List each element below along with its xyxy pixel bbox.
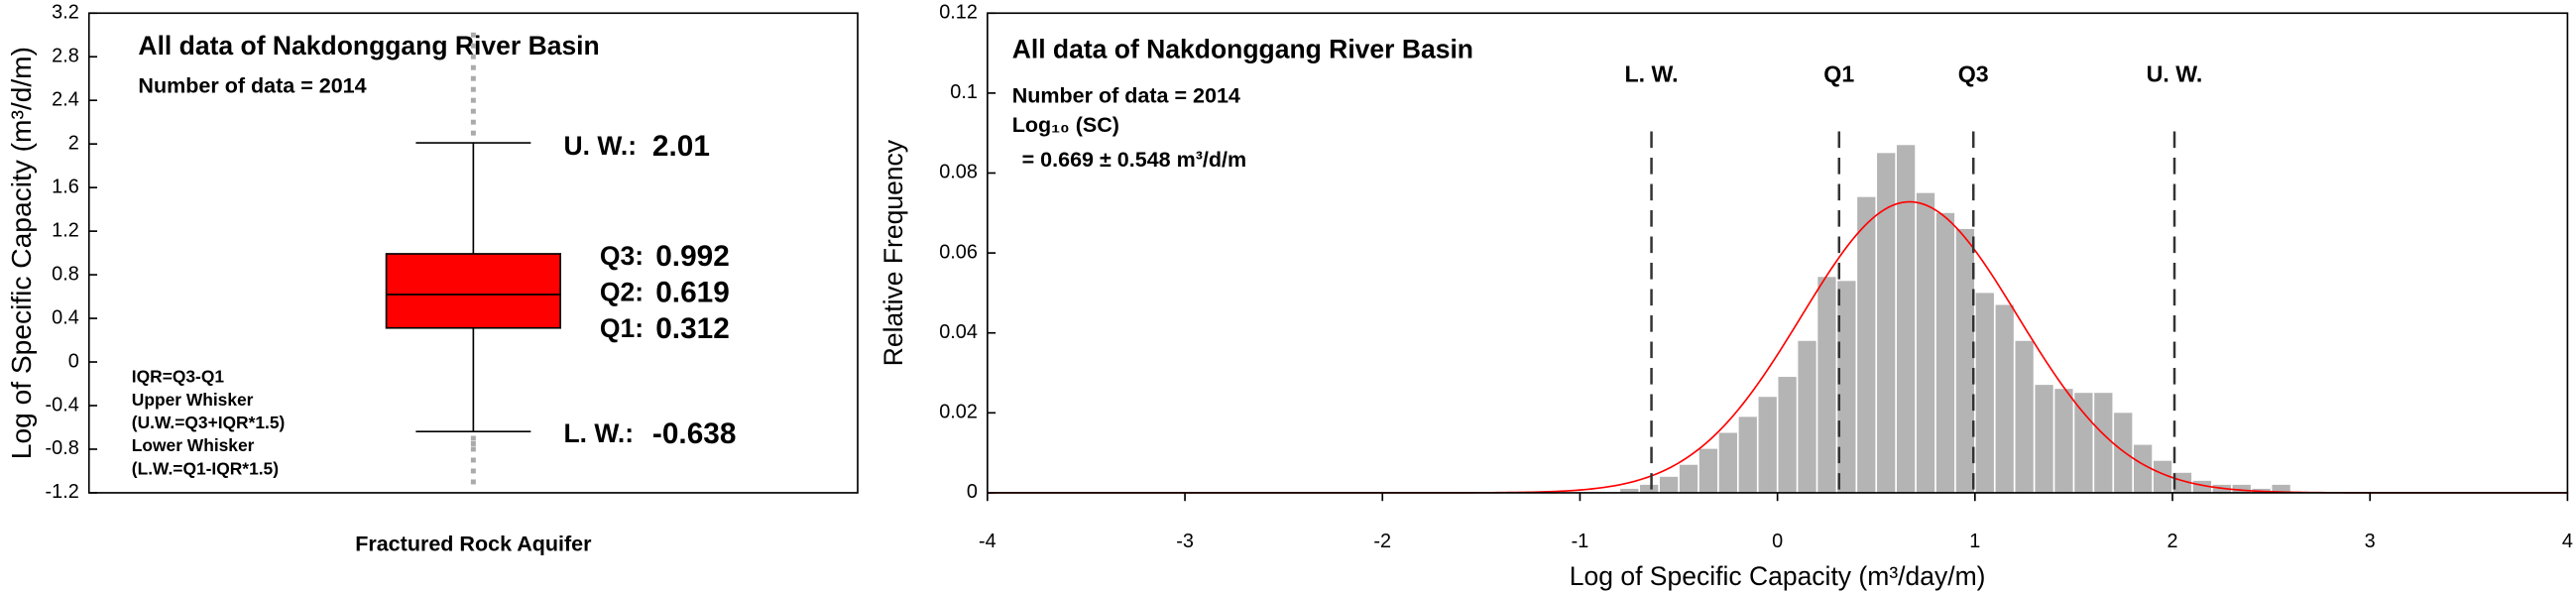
bar: [1698, 448, 1718, 493]
stat-label: Q1:: [600, 313, 644, 343]
x-tick-label: 1: [1969, 531, 1980, 552]
stat-value: 0.619: [655, 276, 730, 308]
reference-label: L. W.: [1624, 60, 1678, 86]
x-tick-label: -4: [979, 531, 996, 552]
reference-label: Q3: [1958, 60, 1989, 86]
bar: [1995, 304, 2014, 493]
x-tick-label: -1: [1572, 531, 1589, 552]
y-axis-label: Log of Specific Capacity (m³/d/m): [6, 47, 37, 459]
bar: [2015, 340, 2034, 493]
y-tick-label: 0.12: [939, 2, 978, 24]
x-tick-label: 2: [2167, 531, 2178, 552]
bar: [1679, 464, 1698, 493]
box: [385, 253, 561, 329]
y-tick-label: 2: [68, 132, 79, 154]
x-tick-label: -2: [1373, 531, 1391, 552]
bar: [2035, 385, 2053, 493]
stat-label: U. W.:: [563, 131, 637, 161]
stat-value: 0.312: [655, 312, 730, 345]
x-tick-label: 4: [2562, 531, 2573, 552]
bar: [1778, 377, 1797, 493]
x-tick-label: 3: [2365, 531, 2376, 552]
y-tick-label: -0.4: [46, 394, 79, 415]
y-tick-label: 0.8: [52, 263, 79, 285]
stat-value: 2.01: [652, 130, 710, 163]
chart-subtitle: Number of data = 2014: [138, 73, 366, 97]
stat-label: Q2:: [600, 278, 644, 307]
note: (L.W.=Q1-IQR*1.5): [132, 458, 279, 478]
y-tick-label: 1.2: [52, 219, 79, 241]
bar: [1758, 397, 1777, 493]
bar: [1659, 476, 1679, 493]
bar: [1640, 484, 1659, 493]
bar: [1935, 212, 1955, 493]
annotation: Log₁₀ (SC): [1012, 113, 1119, 137]
y-tick-label: -1.2: [46, 481, 79, 503]
note: Lower Whisker: [132, 435, 255, 455]
bar: [1877, 153, 1896, 493]
y-tick-label: 1.6: [52, 176, 79, 197]
bar: [2232, 484, 2251, 493]
stat-value: -0.638: [652, 417, 737, 450]
stat-label: Q3:: [600, 241, 644, 271]
x-tick-label: -3: [1176, 531, 1194, 552]
note: IQR=Q3-Q1: [132, 367, 225, 387]
bar: [1975, 293, 1994, 493]
bar: [1718, 432, 1737, 493]
plot-frame: [87, 12, 859, 494]
chart-title: All data of Nakdonggang River Basin: [138, 31, 599, 60]
bar: [2114, 413, 2133, 493]
bar: [2134, 444, 2153, 493]
x-axis-label: Log of Specific Capacity (m³/day/m): [1570, 561, 1986, 591]
bar: [2153, 460, 2172, 493]
y-tick-label: 0.06: [939, 241, 978, 263]
bar: [2272, 484, 2290, 493]
bar: [1916, 192, 1935, 493]
bar: [1837, 281, 1856, 493]
note: Upper Whisker: [132, 390, 254, 410]
stat-value: 0.992: [655, 240, 730, 273]
note: (U.W.=Q3+IQR*1.5): [132, 413, 286, 432]
bar: [1857, 196, 1876, 493]
y-tick-label: 2.4: [52, 88, 79, 110]
bar: [2054, 389, 2073, 493]
y-axis-label: Relative Frequency: [878, 139, 908, 366]
y-tick-label: -0.8: [46, 437, 79, 459]
y-tick-label: 0.4: [52, 306, 79, 328]
y-tick-label: 0: [68, 350, 79, 372]
bar: [1798, 340, 1816, 493]
annotation: Number of data = 2014: [1012, 83, 1240, 107]
bar: [2094, 393, 2113, 493]
plot-frame: [987, 12, 2569, 494]
y-tick-label: 0.08: [939, 162, 978, 183]
y-tick-label: 0.1: [950, 81, 978, 103]
reference-label: U. W.: [2147, 60, 2203, 86]
y-tick-label: 0.02: [939, 402, 978, 423]
x-tick-label: Fractured Rock Aquifer: [355, 533, 592, 556]
fit-curve: [987, 200, 2568, 494]
bar: [2172, 472, 2192, 493]
y-tick-label: 3.2: [52, 2, 79, 24]
bar: [1738, 416, 1757, 493]
chart-title: All data of Nakdonggang River Basin: [1012, 34, 1473, 63]
reference-label: Q1: [1823, 60, 1854, 86]
bar: [1896, 145, 1916, 493]
bar: [1620, 488, 1639, 493]
y-tick-label: 2.8: [52, 45, 79, 66]
bar: [2074, 393, 2093, 493]
annotation: = 0.669 ± 0.548 m³/d/m: [1022, 148, 1247, 172]
bar: [1955, 228, 1975, 493]
x-tick-label: 0: [1772, 531, 1783, 552]
y-tick-label: 0: [967, 481, 978, 503]
stat-label: L. W.:: [563, 418, 634, 448]
y-tick-label: 0.04: [939, 321, 978, 343]
bar: [1817, 277, 1836, 493]
